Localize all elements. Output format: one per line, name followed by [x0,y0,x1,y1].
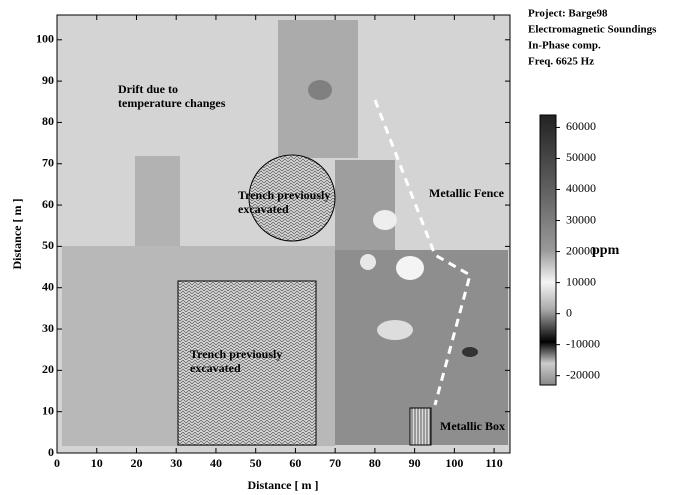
x-tick-label: 20 [130,456,142,470]
y-tick-label: 100 [36,32,54,46]
colorbar-tick-label: 10000 [566,274,596,288]
colorbar-tick-label: 30000 [566,212,596,226]
y-tick-label: 30 [42,321,54,335]
y-tick-label: 40 [42,279,54,293]
y-tick-label: 50 [42,238,54,252]
annotation: Metallic Fence [429,186,505,200]
colorbar-label: ppm [592,243,620,258]
annotation: Metallic Box [440,419,505,433]
x-tick-label: 80 [369,456,381,470]
x-tick-label: 30 [170,456,182,470]
colorbar-tick-label: -10000 [566,336,600,350]
x-tick-label: 60 [289,456,301,470]
y-tick-label: 10 [42,403,54,417]
x-tick-label: 100 [445,456,463,470]
colorbar-tick-label: 60000 [566,119,596,133]
colorbar-tick-label: 40000 [566,181,596,195]
x-tick-label: 10 [91,456,103,470]
chart: Project: Barge98 Electromagnetic Soundin… [0,0,687,495]
y-tick-label: 60 [42,197,54,211]
colorbar-tick-label: 50000 [566,150,596,164]
x-tick-label: 40 [210,456,222,470]
header: In-Phase comp. [528,40,601,52]
y-tick-label: 90 [42,73,54,87]
y-tick-label: 0 [48,445,54,459]
y-tick-label: 80 [42,114,54,128]
header: Freq. 6625 Hz [528,56,594,68]
x-tick-label: 110 [485,456,502,470]
y-tick-label: 70 [42,156,54,170]
header: Electromagnetic Soundings [528,24,657,36]
colorbar [540,115,556,385]
x-axis-label: Distance [ m ] [248,478,319,492]
x-tick-label: 70 [329,456,341,470]
y-tick-label: 20 [42,362,54,376]
x-tick-label: 50 [250,456,262,470]
colorbar-tick-label: 0 [566,305,572,319]
colorbar-tick-label: -20000 [566,367,600,381]
x-tick-label: 90 [409,456,421,470]
x-tick-label: 0 [54,456,60,470]
y-axis-label: Distance [ m ] [10,199,24,270]
header: Project: Barge98 [528,8,608,20]
metallic-box [410,408,431,445]
colorbar-tick-label: 20000 [566,243,596,257]
